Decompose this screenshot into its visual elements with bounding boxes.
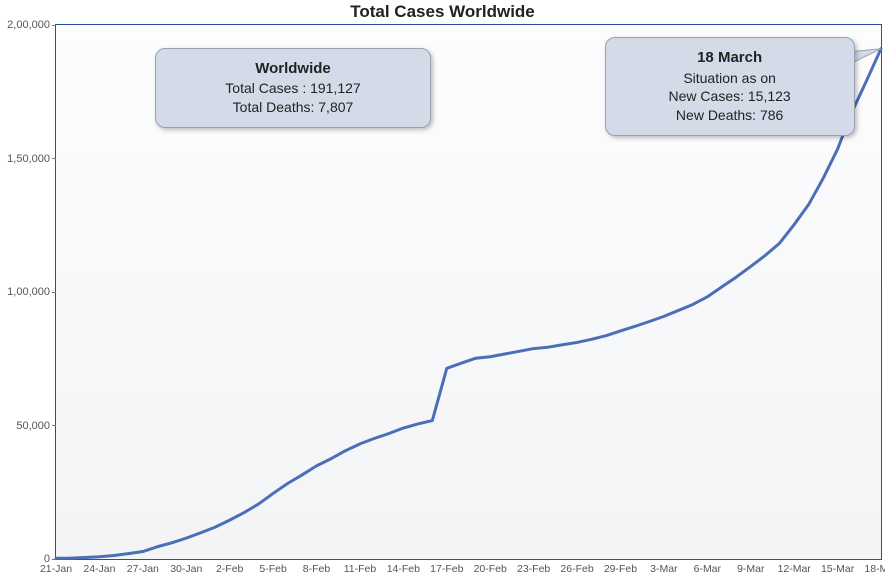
callout-line: Situation as on [624, 69, 836, 88]
x-tick-label: 18-Mar [864, 563, 885, 575]
callout-line: New Cases: 15,123 [624, 87, 836, 106]
chart-title: Total Cases Worldwide [0, 2, 885, 22]
x-tick-label: 27-Jan [127, 563, 159, 575]
callout-title: Worldwide [174, 59, 412, 79]
callout-line: Total Deaths: 7,807 [174, 98, 412, 117]
x-tick-label: 12-Mar [778, 563, 811, 575]
x-tick-label: 9-Mar [737, 563, 764, 575]
x-tick-label: 29-Feb [604, 563, 637, 575]
chart-container: Total Cases Worldwide 050,0001,00,0001,5… [0, 0, 885, 577]
y-tick-mark [52, 559, 56, 560]
x-tick-label: 3-Mar [650, 563, 677, 575]
x-tick-label: 14-Feb [387, 563, 420, 575]
x-tick-label: 30-Jan [170, 563, 202, 575]
callout-date: 18 MarchSituation as onNew Cases: 15,123… [605, 37, 855, 136]
callout-worldwide: WorldwideTotal Cases : 191,127Total Deat… [155, 48, 431, 128]
x-tick-label: 21-Jan [40, 563, 72, 575]
callout-line: Total Cases : 191,127 [174, 79, 412, 98]
y-tick-label: 1,50,000 [7, 153, 50, 165]
x-tick-label: 5-Feb [259, 563, 286, 575]
y-tick-mark [52, 25, 56, 26]
x-tick-label: 2-Feb [216, 563, 243, 575]
y-tick-label: 1,00,000 [7, 286, 50, 298]
x-tick-label: 8-Feb [303, 563, 330, 575]
x-tick-label: 6-Mar [694, 563, 721, 575]
x-tick-label: 17-Feb [430, 563, 463, 575]
plot-area: 050,0001,00,0001,50,0002,00,00021-Jan24-… [55, 24, 882, 560]
callout-line: New Deaths: 786 [624, 106, 836, 125]
x-tick-label: 15-Mar [821, 563, 854, 575]
y-tick-mark [52, 292, 56, 293]
x-tick-label: 24-Jan [83, 563, 115, 575]
x-tick-label: 26-Feb [560, 563, 593, 575]
y-tick-label: 2,00,000 [7, 19, 50, 31]
x-tick-label: 20-Feb [474, 563, 507, 575]
callout-title: 18 March [624, 48, 836, 68]
y-tick-mark [52, 158, 56, 159]
y-tick-mark [52, 425, 56, 426]
y-tick-label: 50,000 [16, 420, 50, 432]
x-tick-label: 11-Feb [344, 563, 377, 575]
x-tick-label: 23-Feb [517, 563, 550, 575]
